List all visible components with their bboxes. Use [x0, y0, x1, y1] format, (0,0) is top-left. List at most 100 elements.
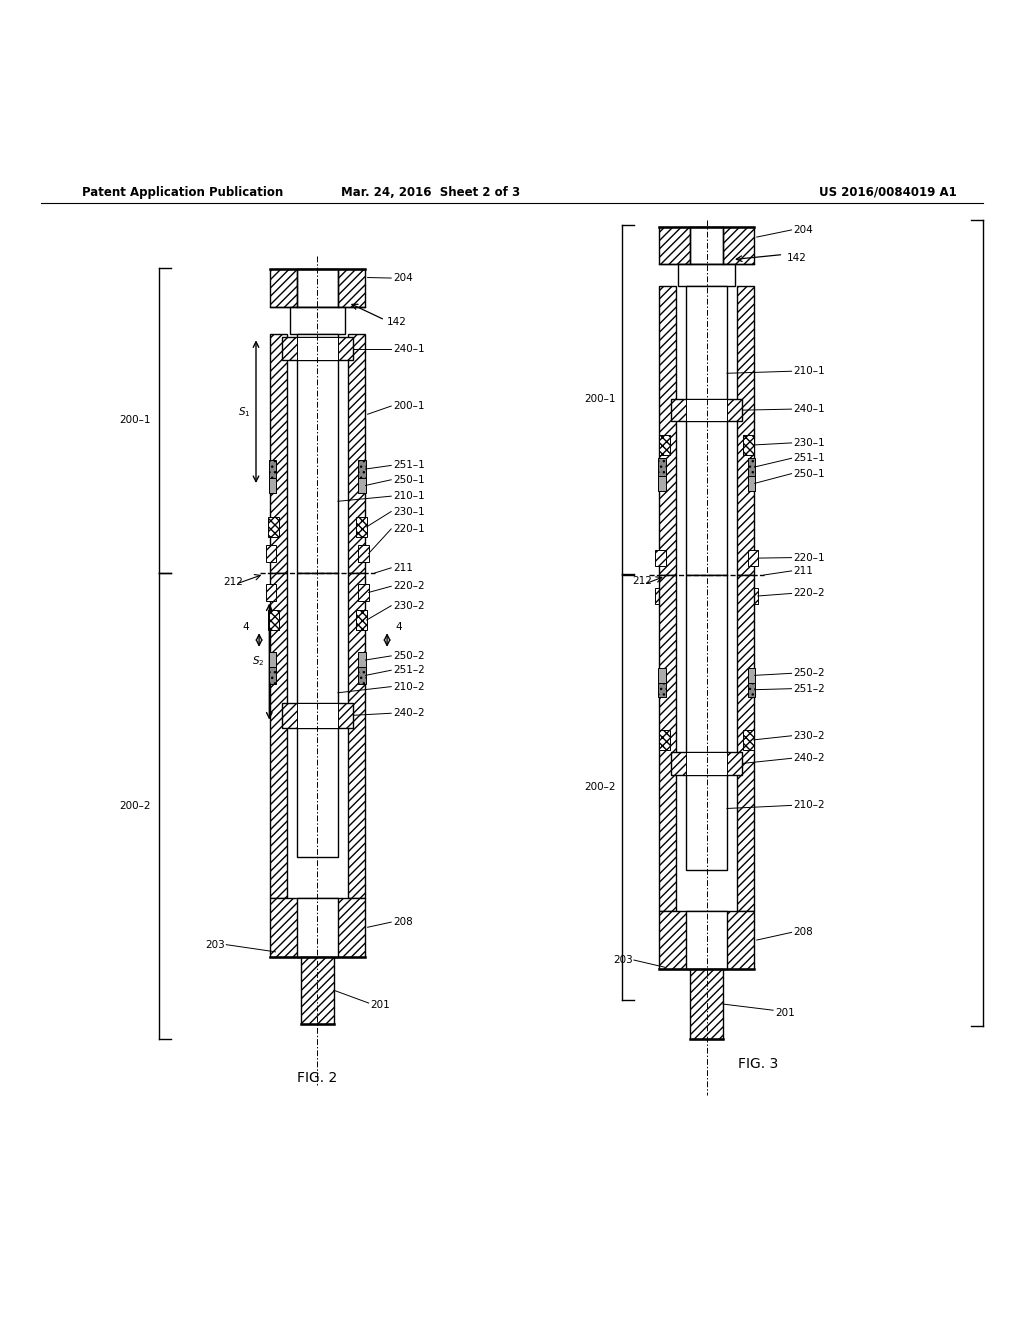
Bar: [268, 610, 279, 631]
Bar: [678, 264, 735, 286]
Bar: [671, 752, 742, 775]
Text: 240–1: 240–1: [393, 343, 425, 354]
Text: 220–1: 220–1: [393, 524, 425, 533]
Text: $S_1$: $S_1$: [239, 405, 251, 418]
Text: 250–2: 250–2: [393, 651, 425, 661]
Text: 201: 201: [371, 1001, 390, 1010]
Bar: [282, 338, 353, 360]
Bar: [659, 576, 676, 911]
Text: 250–1: 250–1: [393, 475, 425, 484]
Bar: [658, 458, 666, 475]
Bar: [748, 682, 755, 697]
Bar: [748, 458, 755, 475]
Text: FIG. 3: FIG. 3: [737, 1057, 778, 1072]
Bar: [748, 475, 755, 491]
Bar: [356, 610, 367, 631]
Bar: [290, 306, 345, 334]
Bar: [743, 434, 754, 455]
Bar: [748, 668, 755, 682]
Bar: [297, 898, 338, 957]
Bar: [358, 478, 366, 494]
Bar: [270, 898, 365, 957]
Bar: [658, 668, 666, 682]
Bar: [348, 334, 365, 573]
Text: 210–1: 210–1: [794, 366, 825, 376]
Text: 250–1: 250–1: [794, 469, 825, 479]
Bar: [269, 652, 276, 668]
Text: 208: 208: [393, 917, 413, 927]
Bar: [659, 227, 754, 264]
Text: 230–1: 230–1: [393, 507, 425, 516]
Bar: [356, 516, 367, 537]
Text: 200–1: 200–1: [393, 401, 425, 411]
Text: 210–2: 210–2: [393, 681, 425, 692]
Text: 203: 203: [613, 956, 633, 965]
Text: 250–2: 250–2: [794, 668, 825, 678]
Bar: [266, 585, 276, 601]
Text: 200–2: 200–2: [584, 783, 615, 792]
Bar: [270, 269, 365, 306]
Bar: [297, 334, 338, 573]
Bar: [748, 550, 758, 566]
Text: $S_2$: $S_2$: [252, 655, 264, 668]
Bar: [297, 269, 338, 306]
Text: 230–2: 230–2: [794, 731, 825, 741]
Bar: [348, 573, 365, 898]
Text: 230–2: 230–2: [393, 601, 425, 611]
Bar: [690, 969, 723, 1039]
Bar: [748, 589, 758, 603]
Bar: [743, 730, 754, 750]
Bar: [269, 461, 276, 478]
Bar: [358, 461, 366, 478]
Bar: [358, 585, 369, 601]
Bar: [686, 576, 727, 870]
Bar: [658, 682, 666, 697]
Bar: [690, 227, 723, 264]
Text: 200–1: 200–1: [119, 416, 151, 425]
Bar: [268, 516, 279, 537]
Bar: [686, 286, 727, 576]
Bar: [659, 911, 754, 969]
Text: 201: 201: [775, 1008, 795, 1018]
Bar: [297, 704, 338, 727]
Text: 210–1: 210–1: [393, 491, 425, 502]
Bar: [737, 576, 754, 911]
Bar: [358, 667, 366, 684]
Text: 211: 211: [794, 566, 813, 576]
Text: 220–2: 220–2: [794, 589, 825, 598]
Text: 240–2: 240–2: [794, 754, 825, 763]
Text: 240–1: 240–1: [794, 404, 825, 414]
Bar: [269, 667, 276, 684]
Text: 142: 142: [387, 317, 407, 327]
Text: 240–2: 240–2: [393, 709, 425, 718]
Text: 251–2: 251–2: [393, 665, 425, 676]
Text: 208: 208: [794, 928, 813, 937]
Text: 211: 211: [393, 562, 413, 573]
Bar: [301, 957, 334, 1023]
Bar: [358, 652, 366, 668]
Text: Patent Application Publication: Patent Application Publication: [82, 186, 284, 198]
Text: 212: 212: [632, 576, 651, 586]
Text: FIG. 2: FIG. 2: [297, 1071, 338, 1085]
Text: 200–1: 200–1: [584, 395, 615, 404]
Bar: [282, 704, 353, 727]
Bar: [297, 573, 338, 857]
Text: 204: 204: [393, 273, 413, 282]
Bar: [655, 589, 666, 603]
Bar: [659, 286, 676, 576]
Bar: [269, 478, 276, 494]
Bar: [270, 334, 287, 573]
Bar: [655, 550, 666, 566]
Text: 200–2: 200–2: [119, 801, 151, 810]
Bar: [686, 752, 727, 775]
Text: 203: 203: [206, 940, 225, 949]
Text: 4: 4: [243, 622, 249, 632]
Text: 4: 4: [395, 622, 401, 632]
Text: Mar. 24, 2016  Sheet 2 of 3: Mar. 24, 2016 Sheet 2 of 3: [341, 186, 519, 198]
Bar: [659, 434, 670, 455]
Text: 230–1: 230–1: [794, 438, 825, 447]
Bar: [686, 911, 727, 969]
Text: 251–2: 251–2: [794, 684, 825, 694]
Text: 220–2: 220–2: [393, 581, 425, 591]
Text: 251–1: 251–1: [393, 461, 425, 470]
